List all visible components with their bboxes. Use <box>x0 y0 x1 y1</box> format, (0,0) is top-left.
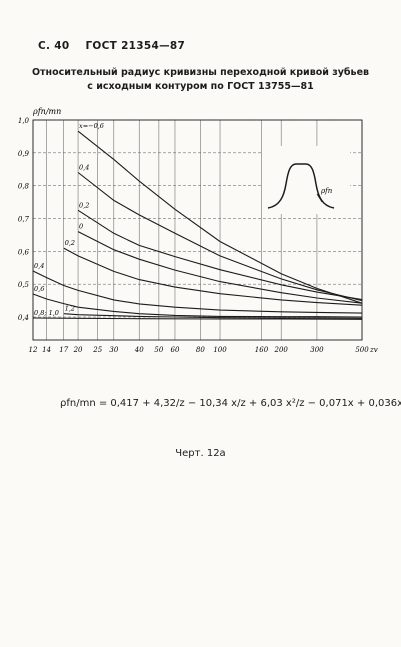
x-tick-label: 100 <box>213 346 227 354</box>
y-tick-label: 1,0 <box>18 117 30 125</box>
x-tick-label: 25 <box>92 346 102 354</box>
x-tick-label: 17 <box>59 346 68 354</box>
tooth-profile-inset: ρfn <box>262 146 350 214</box>
series-label: 0,2 <box>79 201 89 209</box>
y-tick-label: 0,6 <box>18 248 30 256</box>
series-line <box>77 172 363 302</box>
chart-title-line-1: Относительный радиус кривизны переходной… <box>31 67 370 78</box>
series-label: 0,2 <box>65 239 75 247</box>
chart-grid <box>32 119 363 341</box>
x-tick-label: 300 <box>310 346 324 354</box>
series-line <box>77 130 363 304</box>
inset-rho-label: ρfn <box>320 187 333 195</box>
x-tick-label: 200 <box>273 346 288 354</box>
series-label: 0,4 <box>34 262 44 270</box>
x-tick-label: 20 <box>73 346 83 354</box>
radius-arrow <box>316 193 323 203</box>
series-line <box>32 317 363 320</box>
x-tick-label: 50 <box>154 346 163 354</box>
series-label: 0,6 <box>34 285 44 293</box>
tooth-profile-icon <box>267 163 335 209</box>
series-line <box>63 247 363 306</box>
series-line <box>63 313 363 319</box>
page-number: С. 40 <box>38 40 70 52</box>
chart-title-line-2: с исходным контуром по ГОСТ 13755—81 <box>87 81 314 92</box>
x-tick-label: 500 <box>355 346 369 354</box>
inset-background <box>262 146 350 214</box>
figure-caption: Черт. 12а <box>175 448 226 459</box>
series-line <box>32 270 363 314</box>
x-tick-label: 60 <box>171 346 180 354</box>
series-line <box>32 293 363 318</box>
x-tick-label: 14 <box>42 346 51 354</box>
y-axis-label: ρfn/mn <box>32 107 61 116</box>
y-tick-label: 0,8 <box>18 183 30 191</box>
series-line <box>77 209 363 301</box>
x-tick-label: 80 <box>196 346 205 354</box>
chart-labels: 12 14 17 20 25 30 40 50 60 80 100 160 200 300 500 0,4 0,… <box>18 107 378 354</box>
chart-curves <box>32 130 363 320</box>
series-label: 0 <box>79 223 83 231</box>
chart: ρfn 12 14 17 20 25 30 40 50 60 80 100 160 200 300 500 0… <box>18 107 378 354</box>
series-label: 1,2 <box>65 305 75 313</box>
plot-frame <box>32 119 363 341</box>
series-label: 0,4 <box>79 164 89 172</box>
x-axis-label: zv <box>369 346 378 354</box>
y-tick-label: 0,5 <box>18 281 30 289</box>
x-tick-label: 30 <box>109 346 118 354</box>
series-label: x=−0,6 <box>79 122 104 130</box>
y-tick-label: 0,7 <box>18 216 30 224</box>
x-tick-label: 12 <box>29 346 38 354</box>
x-tick-label: 40 <box>134 346 144 354</box>
series-label: 0,8; 1,0 <box>34 309 59 317</box>
y-tick-label: 0,9 <box>18 150 30 158</box>
x-tick-label: 160 <box>255 346 269 354</box>
formula: ρfn/mn = 0,417 + 4,32/z − 10,34 x/z + 6,… <box>60 398 401 409</box>
page-header: С. 40 ГОСТ 21354—87 <box>38 40 197 52</box>
y-tick-label: 0,4 <box>18 314 29 322</box>
series-line <box>77 231 363 304</box>
standard-number: ГОСТ 21354—87 <box>85 40 186 52</box>
